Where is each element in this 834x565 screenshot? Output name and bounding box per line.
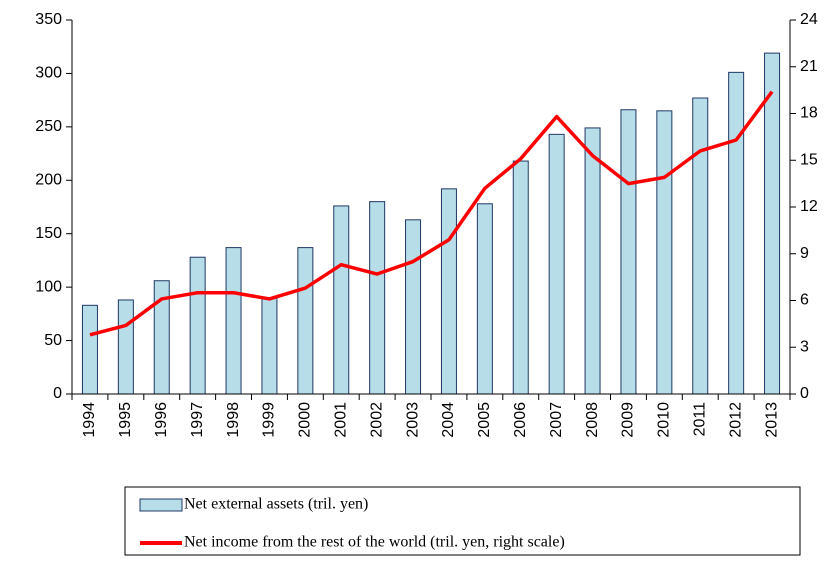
y2-tick-label: 24 [800, 11, 818, 28]
bar [225, 247, 242, 395]
x-tick-label: 2004 [440, 402, 457, 438]
x-tick-label: 2000 [297, 402, 314, 438]
legend-swatch [139, 498, 183, 512]
y2-tick-label: 21 [800, 58, 818, 75]
y2-tick-label: 15 [800, 151, 818, 168]
x-tick-label: 2009 [620, 402, 637, 438]
bar [620, 109, 637, 395]
bar [584, 127, 601, 395]
bar [692, 97, 709, 395]
y-tick-label: 250 [35, 118, 62, 135]
y2-tick-label: 12 [800, 198, 818, 215]
y-tick-label: 200 [35, 172, 62, 189]
x-tick-label: 2007 [548, 402, 565, 438]
x-tick-label: 2006 [512, 402, 529, 438]
bar [440, 188, 457, 395]
y-tick-label: 150 [35, 225, 62, 242]
x-tick-label: 1995 [117, 402, 134, 438]
x-tick-label: 1998 [225, 402, 242, 438]
bar [189, 256, 206, 395]
x-tick-label: 2008 [584, 402, 601, 438]
x-tick-label: 2011 [691, 402, 708, 437]
y-tick-label: 50 [44, 332, 62, 349]
bar [548, 133, 565, 395]
x-tick-label: 1999 [261, 402, 278, 438]
bar [117, 299, 134, 395]
x-tick-label: 2002 [368, 402, 385, 438]
y2-tick-label: 0 [800, 385, 809, 402]
x-tick-label: 2005 [476, 402, 493, 438]
y2-tick-label: 6 [800, 292, 809, 309]
y2-tick-label: 18 [800, 105, 818, 122]
x-tick-label: 2013 [763, 402, 780, 438]
x-tick-label: 1994 [81, 402, 98, 438]
y-tick-label: 0 [53, 385, 62, 402]
bar [728, 71, 745, 395]
bar [512, 160, 529, 395]
bar [333, 205, 350, 395]
x-tick-label: 2003 [404, 402, 421, 438]
x-tick-label: 1996 [153, 402, 170, 438]
bar [261, 297, 278, 395]
bar [764, 52, 781, 395]
y-tick-label: 350 [35, 11, 62, 28]
legend-box [124, 486, 801, 556]
bar [656, 110, 673, 395]
y-tick-label: 300 [35, 65, 62, 82]
y-tick-label: 100 [35, 278, 62, 295]
x-tick-label: 1997 [189, 402, 206, 438]
y2-tick-label: 3 [800, 338, 809, 355]
bar [405, 219, 422, 395]
y2-tick-label: 9 [800, 245, 809, 262]
x-tick-label: 2001 [332, 402, 349, 438]
bar [476, 203, 493, 395]
bar [81, 304, 98, 395]
legend-label: Net external assets (tril. yen) [184, 496, 368, 513]
bar [297, 247, 314, 395]
x-tick-label: 2012 [727, 402, 744, 438]
legend-label: Net income from the rest of the world (t… [184, 534, 565, 551]
x-tick-label: 2010 [656, 402, 673, 438]
bar [369, 201, 386, 395]
line [89, 90, 774, 337]
